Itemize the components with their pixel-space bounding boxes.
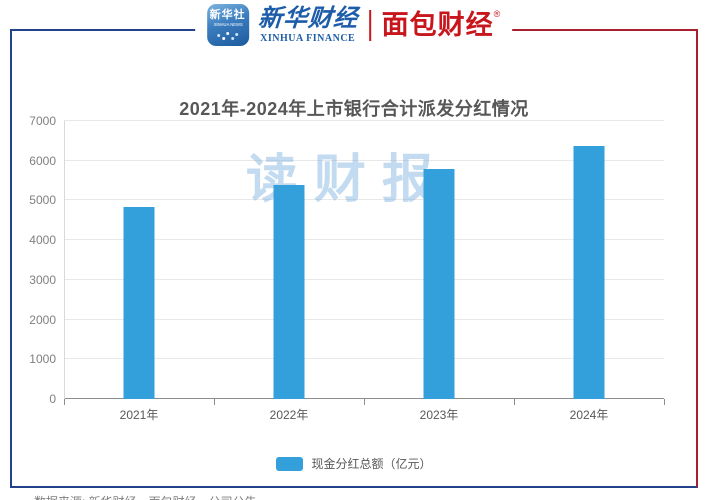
gridline: [64, 239, 664, 241]
logo-divider: [368, 9, 371, 41]
bar-2022年: [273, 184, 305, 399]
xinhua-news-app-icon: 新华社 XINHUA NEWS: [206, 4, 249, 46]
bar-slot: [214, 121, 364, 399]
top-rule-red: [354, 29, 696, 31]
gridline: [64, 278, 664, 280]
legend-swatch: [276, 456, 304, 471]
bars: [64, 121, 664, 399]
y-tick-label: 0: [49, 392, 56, 406]
gridline: [64, 318, 664, 320]
x-axis-tick-mark: [514, 399, 515, 405]
xinhua-finance-en: XINHUA FINANCE: [260, 33, 356, 44]
x-axis-tick-mark: [64, 399, 65, 405]
x-axis-tick-mark: [364, 399, 365, 405]
y-tick-label: 1000: [29, 352, 56, 367]
bar-2023年: [423, 169, 455, 399]
y-tick-label: 3000: [29, 272, 56, 287]
bread-finance-logo: 面包财经 ®: [382, 5, 501, 45]
x-axis-tick-mark: [214, 399, 215, 405]
x-axis-line: [64, 398, 664, 399]
y-tick-label: 5000: [29, 193, 56, 208]
top-rule-blue: [12, 29, 354, 31]
x-axis-ticks: [64, 399, 665, 405]
y-axis-line: [64, 121, 65, 399]
registered-mark: ®: [493, 9, 501, 19]
y-tick-label: 4000: [29, 233, 56, 248]
gridline: [64, 199, 664, 201]
gridline: [64, 358, 664, 360]
y-tick-label: 2000: [29, 312, 56, 327]
header-logos: 新华社 XINHUA NEWS 新华财经 XINHUA FINANCE 面包财经…: [194, 2, 513, 48]
gridline: [64, 159, 664, 161]
xinhua-finance-cn: 新华财经: [256, 5, 359, 32]
legend-label: 现金分红总额（亿元）: [311, 457, 432, 471]
constellation-dots-icon: [226, 32, 230, 35]
x-axis-labels: 2021年 2022年 2023年 2024年: [64, 406, 664, 423]
bar-2021年: [123, 206, 155, 399]
x-tick-label: 2023年: [419, 408, 459, 422]
bar-2024年: [573, 145, 605, 399]
x-tick-label: 2022年: [269, 408, 309, 422]
data-source-note: 数据来源: 新华财经、面包财经、公司公告: [34, 493, 257, 500]
x-axis-tick-mark: [664, 399, 665, 405]
x-tick-label: 2021年: [119, 408, 159, 422]
bar-slot: [64, 121, 214, 399]
xinhua-news-icon-subtext: XINHUA NEWS: [213, 22, 243, 28]
xinhua-news-icon-text: 新华社: [209, 9, 246, 21]
bar-slot: [514, 121, 664, 399]
xinhua-finance-logo: 新华财经 XINHUA FINANCE: [256, 5, 359, 44]
chart-title: 2021年-2024年上市银行合计派发分红情况: [179, 99, 529, 119]
x-tick-label: 2024年: [569, 408, 609, 422]
chart-legend: 现金分红总额（亿元）: [12, 455, 696, 472]
y-tick-label: 7000: [29, 114, 56, 128]
plot-area: [64, 120, 664, 399]
y-tick-label: 6000: [29, 153, 56, 168]
gridline: [64, 120, 664, 121]
bread-finance-cn: 面包财经: [381, 10, 494, 40]
y-axis-labels: 0 1000 2000 3000 4000 5000 6000 7000: [14, 114, 56, 406]
bar-slot: [364, 121, 514, 399]
